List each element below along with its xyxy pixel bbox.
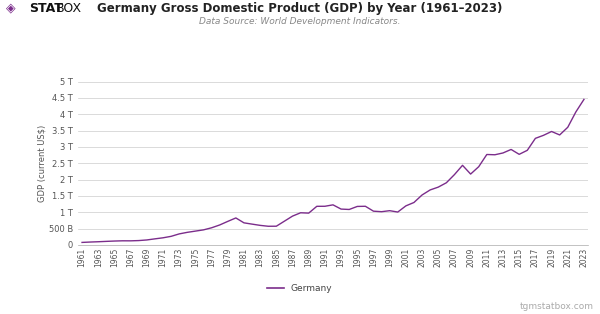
Germany: [572, 110, 580, 114]
Germany: [79, 241, 86, 244]
Text: STAT: STAT: [29, 2, 62, 14]
Line: Germany: Germany: [82, 100, 584, 242]
Text: Data Source: World Development Indicators.: Data Source: World Development Indicator…: [199, 17, 401, 26]
Germany: [427, 188, 434, 192]
Text: Germany Gross Domestic Product (GDP) by Year (1961–2023): Germany Gross Domestic Product (GDP) by …: [97, 2, 503, 14]
Text: ◈: ◈: [6, 2, 16, 14]
Text: BOX: BOX: [56, 2, 82, 14]
Text: tgmstatbox.com: tgmstatbox.com: [520, 302, 594, 311]
Germany: [580, 98, 587, 101]
Y-axis label: GDP (current US$): GDP (current US$): [37, 125, 46, 202]
Germany: [216, 223, 223, 227]
Germany: [329, 203, 337, 207]
Legend: Germany: Germany: [264, 281, 336, 297]
Germany: [313, 204, 320, 208]
Germany: [232, 216, 239, 220]
